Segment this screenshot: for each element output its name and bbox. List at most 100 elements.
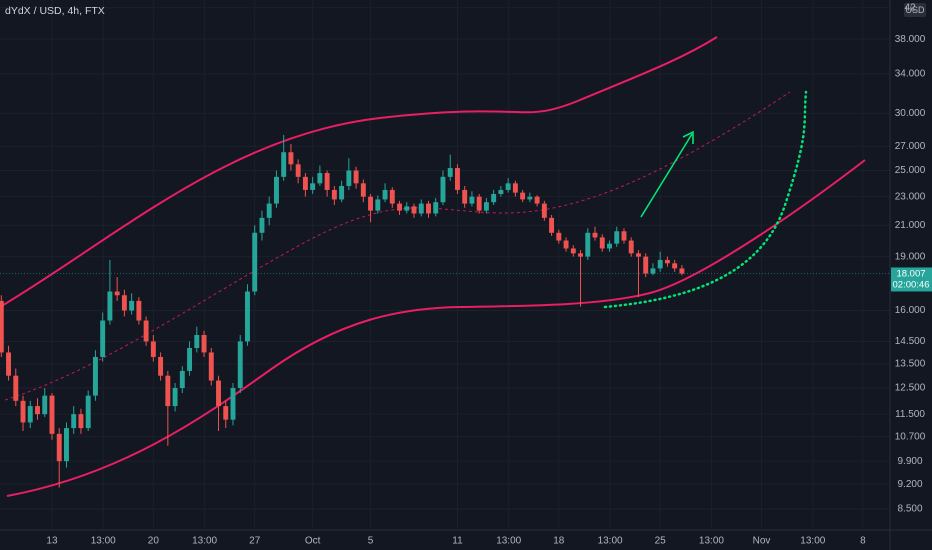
candle-body	[599, 237, 605, 249]
candle-body	[440, 176, 446, 203]
candle-body	[563, 240, 569, 249]
candle-body	[49, 395, 55, 434]
x-tick-label: 18	[553, 536, 565, 547]
y-tick-label: 21.000	[895, 220, 926, 231]
candle-body	[92, 356, 98, 396]
candle-body	[179, 370, 185, 389]
countdown: 02:00:46	[893, 279, 930, 290]
candle-body	[165, 375, 171, 407]
candle-body	[636, 253, 641, 257]
candle-body	[35, 406, 40, 415]
candle-body	[657, 259, 663, 269]
candle-body	[411, 206, 417, 214]
candle-body	[310, 183, 316, 190]
x-tick-label: 27	[249, 536, 261, 547]
candle-body	[78, 414, 84, 429]
candle-body	[433, 202, 439, 214]
candle-body	[469, 196, 475, 204]
candle-body	[143, 320, 149, 342]
candle-body	[578, 253, 584, 257]
currency-badge	[904, 3, 926, 17]
x-tick-label: 13:00	[496, 536, 521, 547]
x-tick-label: 25	[655, 536, 667, 547]
candle-body	[426, 203, 431, 214]
candle-body	[614, 231, 620, 244]
candle-body	[418, 203, 424, 214]
candle-body	[85, 395, 91, 429]
candle-body	[512, 183, 518, 193]
price-label: 18.007	[896, 268, 925, 279]
candle-body	[295, 164, 301, 177]
candle-body	[107, 291, 113, 321]
candle-body	[121, 295, 127, 311]
candle-body	[375, 199, 381, 211]
candle-body	[527, 196, 533, 200]
y-tick-label: 19.000	[895, 251, 926, 262]
candle-body	[281, 152, 287, 177]
candle-body	[252, 232, 258, 292]
y-tick-label: 38.000	[895, 34, 926, 45]
candle-body	[339, 185, 345, 200]
candle-body	[454, 168, 460, 190]
candle-body	[621, 231, 627, 241]
y-tick-label: 8.500	[897, 504, 922, 515]
candle-body	[462, 189, 468, 204]
x-tick-label: 13:00	[598, 536, 623, 547]
y-tick-label: 16.000	[895, 305, 926, 316]
x-tick-label: Nov	[753, 536, 771, 547]
y-tick-label: 30.000	[895, 108, 926, 119]
lower-channel	[6, 159, 866, 497]
candle-body	[0, 300, 4, 353]
y-tick-label: 9.900	[897, 456, 922, 467]
candle-body	[397, 203, 402, 211]
candle-body	[382, 189, 388, 200]
x-tick-label: 11	[452, 536, 463, 547]
candle-body	[273, 176, 279, 204]
candle-body	[288, 152, 294, 165]
candle-body	[223, 406, 229, 420]
candle-body	[259, 217, 265, 233]
candle-body	[302, 176, 308, 190]
candle-body	[570, 248, 576, 254]
x-tick-label: 20	[148, 536, 160, 547]
candle-body	[6, 352, 12, 376]
candle-body	[628, 240, 634, 254]
candle-body	[592, 232, 598, 238]
candle-body	[368, 196, 374, 211]
candle-body	[27, 406, 33, 423]
candle-body	[643, 256, 649, 274]
middle-channel	[4, 91, 791, 401]
candle-body	[520, 192, 526, 200]
candle-body	[389, 189, 395, 204]
candle-body	[360, 183, 366, 197]
candle-body	[187, 347, 193, 371]
candle-body	[230, 388, 236, 420]
candle-body	[447, 168, 453, 177]
candle-body	[201, 335, 207, 353]
candle-body	[346, 170, 352, 186]
candle-body	[505, 183, 511, 190]
y-tick-label: 11.500	[895, 409, 925, 420]
y-tick-label: 25.000	[895, 165, 926, 176]
candle-body	[216, 380, 221, 407]
candle-body	[585, 232, 591, 257]
candle-body	[56, 433, 62, 462]
candle-body	[64, 428, 69, 462]
candle-body	[194, 335, 200, 348]
candle-body	[498, 189, 504, 194]
x-tick-label: 13:00	[91, 536, 116, 547]
candle-body	[208, 352, 214, 381]
y-tick-label: 27.000	[895, 141, 926, 152]
candle-body	[324, 173, 330, 190]
candle-body	[158, 356, 164, 376]
candle-body	[114, 291, 120, 296]
grid	[0, 0, 890, 530]
x-tick-label: 5	[368, 536, 374, 547]
x-tick-label: 13:00	[192, 536, 217, 547]
arrow-shaft	[640, 133, 693, 218]
projection-dots	[603, 90, 808, 309]
y-tick-label: 14.500	[895, 336, 926, 347]
candle-body	[71, 414, 77, 429]
y-tick-label: 13.500	[895, 358, 926, 369]
